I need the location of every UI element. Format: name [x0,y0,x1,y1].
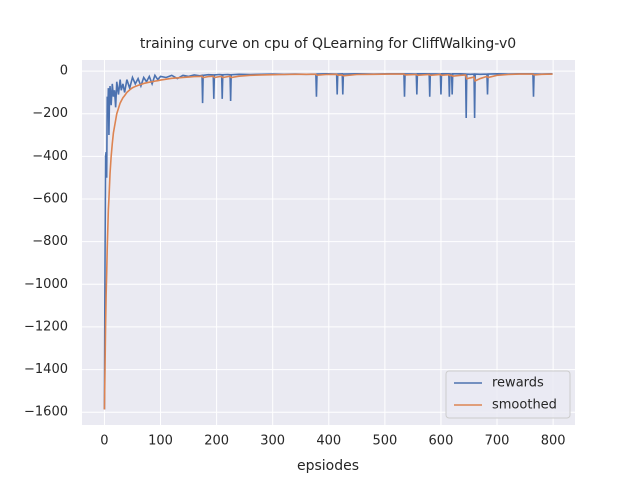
y-tick-label: −200 [32,106,68,121]
y-tick-label: −800 [32,234,68,249]
x-tick-label: 500 [372,434,397,449]
legend-label: smoothed [492,398,557,413]
x-tick-label: 100 [148,434,173,449]
x-tick-label: 700 [485,434,510,449]
y-tick-label: −1400 [24,362,68,377]
line-series [103,73,553,410]
x-tick-label: 200 [204,434,229,449]
y-tick-label: −400 [32,149,68,164]
y-tick-label: −1600 [24,405,68,420]
x-tick-label: 600 [429,434,454,449]
legend-label: rewards [492,376,544,391]
x-tick-label: 800 [541,434,566,449]
y-tick-label: −1000 [24,277,68,292]
line-series [103,72,553,410]
x-axis-label: epsiodes [297,458,359,474]
y-tick-label: 0 [60,64,68,79]
x-tick-label: 400 [316,434,341,449]
y-tick-label: −1200 [24,319,68,334]
chart-title: training curve on cpu of QLearning for C… [140,36,516,52]
y-tick-label: −600 [32,192,68,207]
x-tick-label: 0 [100,434,108,449]
x-tick-label: 300 [260,434,285,449]
